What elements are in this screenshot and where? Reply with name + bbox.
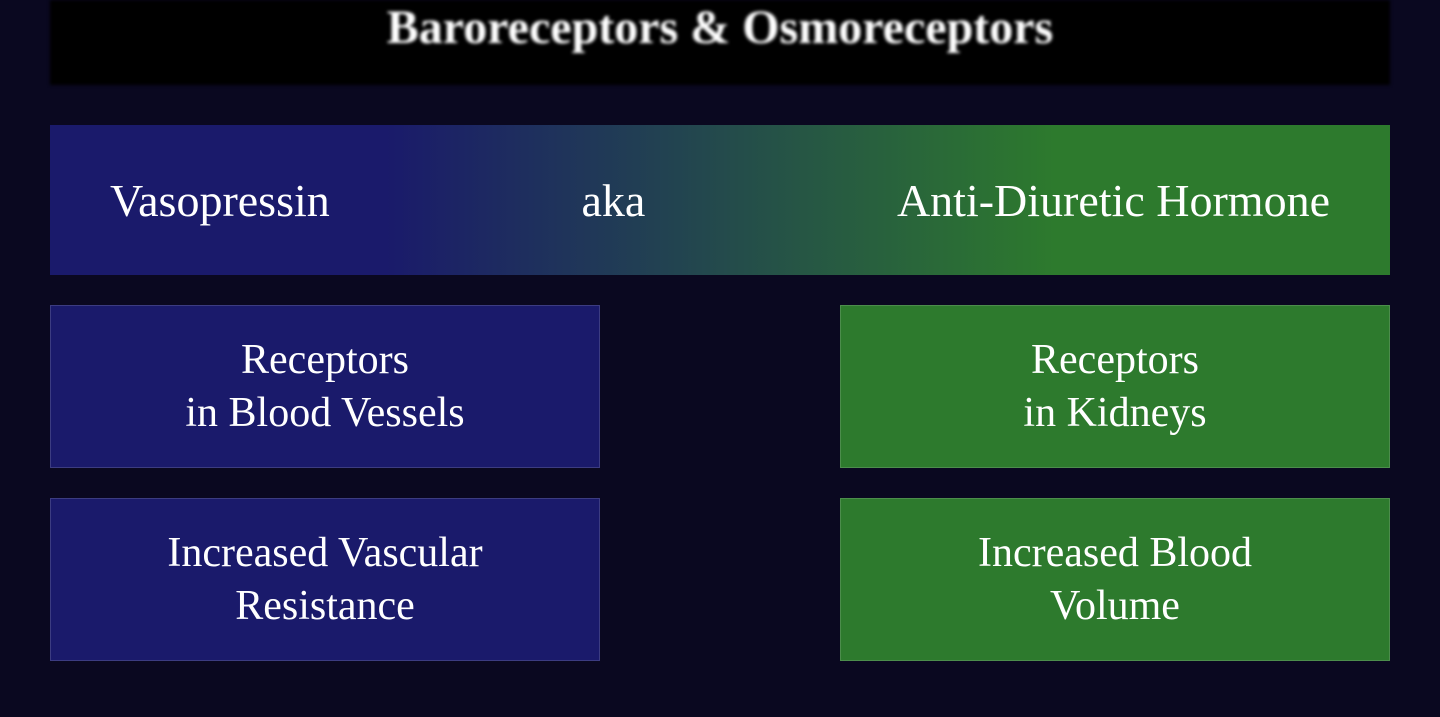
hormone-name-right: Anti-Diuretic Hormone — [897, 174, 1330, 227]
right-box-1: Receptorsin Kidneys — [840, 305, 1390, 468]
slide-title: Baroreceptors & Osmoreceptors — [50, 0, 1390, 85]
left-column: Receptorsin Blood Vessels Increased Vasc… — [50, 305, 600, 717]
left-box-1: Receptorsin Blood Vessels — [50, 305, 600, 468]
left-box-2: Increased VascularResistance — [50, 498, 600, 661]
right-column: Receptorsin Kidneys Increased BloodVolum… — [840, 305, 1390, 717]
aka-label: aka — [581, 174, 645, 227]
hormone-gradient-bar: Vasopressin aka Anti-Diuretic Hormone — [50, 125, 1390, 275]
slide-container: Baroreceptors & Osmoreceptors Vasopressi… — [0, 0, 1440, 717]
hormone-name-left: Vasopressin — [110, 174, 330, 227]
right-box-2: Increased BloodVolume — [840, 498, 1390, 661]
columns-container: Receptorsin Blood Vessels Increased Vasc… — [50, 305, 1390, 717]
